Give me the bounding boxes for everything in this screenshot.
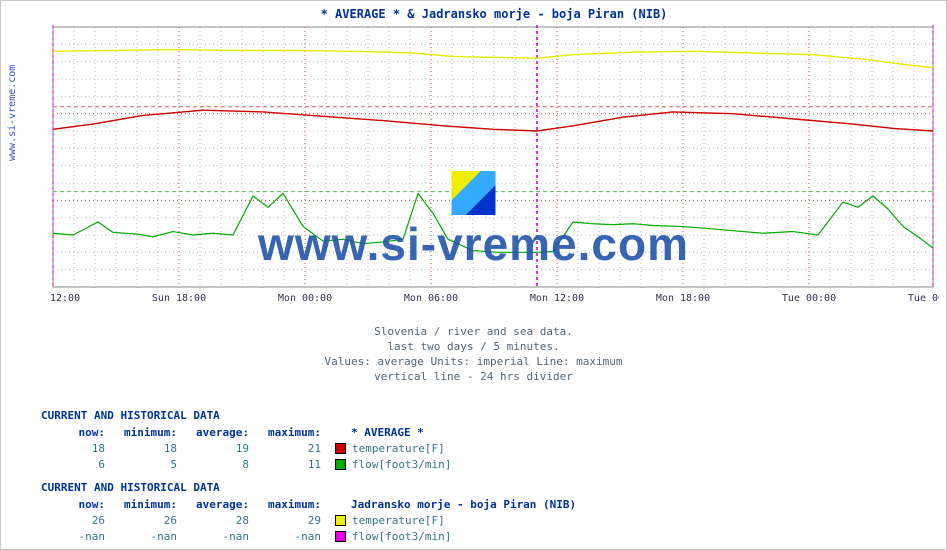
legend-swatch-icon (335, 531, 346, 542)
legend-value: 5 (113, 458, 185, 471)
svg-text:Mon 12:00: Mon 12:00 (530, 293, 584, 304)
legend-value: 19 (185, 442, 257, 455)
legend-value: -nan (113, 530, 185, 543)
legend-header: CURRENT AND HISTORICAL DATA (41, 481, 576, 494)
legend-value: 21 (257, 442, 329, 455)
svg-text:Tue 06:00: Tue 06:00 (908, 293, 939, 304)
legend-block-label: * AVERAGE * (351, 426, 424, 439)
legend-series-label: flow[foot3/min] (352, 458, 451, 471)
chart-subtitles: Slovenia / river and sea data.last two d… (1, 325, 946, 384)
legend-data-row: 18181921temperature[F] (41, 440, 451, 456)
legend-col-head: now: (41, 498, 113, 511)
legend-value: -nan (185, 530, 257, 543)
legend-data-row: 65811 flow[foot3/min] (41, 456, 451, 472)
legend-value: -nan (41, 530, 113, 543)
subtitle-line: Values: average Units: imperial Line: ma… (1, 355, 946, 370)
legend-value: 29 (257, 514, 329, 527)
legend-col-head: minimum: (113, 426, 185, 439)
legend-block-average: CURRENT AND HISTORICAL DATA now:minimum:a… (41, 409, 451, 472)
legend-value: 26 (41, 514, 113, 527)
svg-text:Sun 18:00: Sun 18:00 (152, 293, 206, 304)
legend-col-head: maximum: (257, 426, 329, 439)
subtitle-line: vertical line - 24 hrs divider (1, 370, 946, 385)
legend-data-row: 26262829temperature[F] (41, 512, 576, 528)
legend-col-head: minimum: (113, 498, 185, 511)
legend-value: 6 (41, 458, 113, 471)
legend-value: 18 (41, 442, 113, 455)
legend-header: CURRENT AND HISTORICAL DATA (41, 409, 451, 422)
legend-value: 28 (185, 514, 257, 527)
legend-block-label: Jadransko morje - boja Piran (NIB) (351, 498, 576, 511)
legend-swatch-icon (335, 515, 346, 526)
legend-series-label: flow[foot3/min] (352, 530, 451, 543)
legend-column-headers: now:minimum:average:maximum: * AVERAGE * (41, 424, 451, 440)
legend-col-head: maximum: (257, 498, 329, 511)
subtitle-line: Slovenia / river and sea data. (1, 325, 946, 340)
legend-col-head: average: (185, 498, 257, 511)
svg-text:Mon 00:00: Mon 00:00 (278, 293, 332, 304)
subtitle-line: last two days / 5 minutes. (1, 340, 946, 355)
legend-value: -nan (257, 530, 329, 543)
svg-text:Sun 12:00: Sun 12:00 (49, 293, 80, 304)
svg-text:Mon 06:00: Mon 06:00 (404, 293, 458, 304)
legend-series-label: temperature[F] (352, 442, 445, 455)
legend-value: 26 (113, 514, 185, 527)
legend-value: 18 (113, 442, 185, 455)
legend-column-headers: now:minimum:average:maximum: Jadransko mo… (41, 496, 576, 512)
legend-value: 8 (185, 458, 257, 471)
legend-data-row: -nan-nan-nan-nanflow[foot3/min] (41, 528, 576, 544)
svg-text:Mon 18:00: Mon 18:00 (656, 293, 710, 304)
legend-swatch-icon (335, 459, 346, 470)
svg-text:Tue 00:00: Tue 00:00 (782, 293, 836, 304)
chart-title: * AVERAGE * & Jadransko morje - boja Pir… (49, 7, 939, 21)
chart-container: * AVERAGE * & Jadransko morje - boja Pir… (49, 7, 939, 317)
legend-value: 11 (257, 458, 329, 471)
legend-block-piran: CURRENT AND HISTORICAL DATA now:minimum:a… (41, 481, 576, 544)
legend-series-label: temperature[F] (352, 514, 445, 527)
legend-col-head: average: (185, 426, 257, 439)
side-url-label: www.si-vreme.com (7, 65, 18, 161)
chart-plot: 1020Sun 12:00Sun 18:00Mon 00:00Mon 06:00… (49, 25, 939, 309)
legend-col-head: now: (41, 426, 113, 439)
legend-swatch-icon (335, 443, 346, 454)
